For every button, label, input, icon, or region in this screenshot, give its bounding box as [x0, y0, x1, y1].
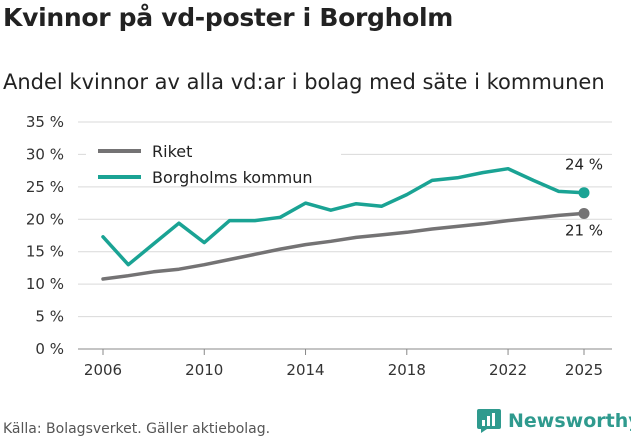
series-end-label: 21 %: [565, 221, 603, 239]
x-tick-label: 2022: [489, 361, 527, 379]
x-tick-label: 2025: [565, 361, 603, 379]
x-tick-label: 2006: [84, 361, 122, 379]
series-line: [101, 166, 586, 267]
brand-name: Newsworthy: [508, 410, 631, 432]
y-tick-label: 25 %: [26, 178, 64, 196]
series-end-marker: [578, 187, 590, 199]
x-tick-label: 2014: [286, 361, 324, 379]
series-end-marker: [578, 207, 590, 219]
chart-title: Kvinnor på vd-poster i Borgholm: [3, 3, 453, 32]
series-end-label: 24 %: [565, 156, 603, 174]
series-line: [101, 211, 586, 281]
newsworthy-logo: Newsworthy: [476, 408, 631, 434]
legend-background: [86, 137, 341, 159]
y-tick-label: 30 %: [26, 145, 64, 163]
x-tick-label: 2010: [185, 361, 223, 379]
bar-chart-logo-icon: [477, 409, 501, 433]
y-tick-label: 10 %: [26, 275, 64, 293]
x-tick-label: 2018: [388, 361, 426, 379]
y-tick-label: 20 %: [26, 210, 64, 228]
legend-label: Riket: [152, 142, 192, 161]
y-tick-label: 15 %: [26, 243, 64, 261]
legend-label: Borgholms kommun: [152, 168, 313, 187]
y-tick-label: 35 %: [26, 113, 64, 131]
y-tick-label: 0 %: [35, 340, 64, 358]
source-note: Källa: Bolagsverket. Gäller aktiebolag.: [3, 421, 271, 437]
legend-background: [86, 163, 341, 185]
chart-subtitle: Andel kvinnor av alla vd:ar i bolag med …: [3, 70, 605, 94]
y-tick-label: 5 %: [35, 308, 64, 326]
